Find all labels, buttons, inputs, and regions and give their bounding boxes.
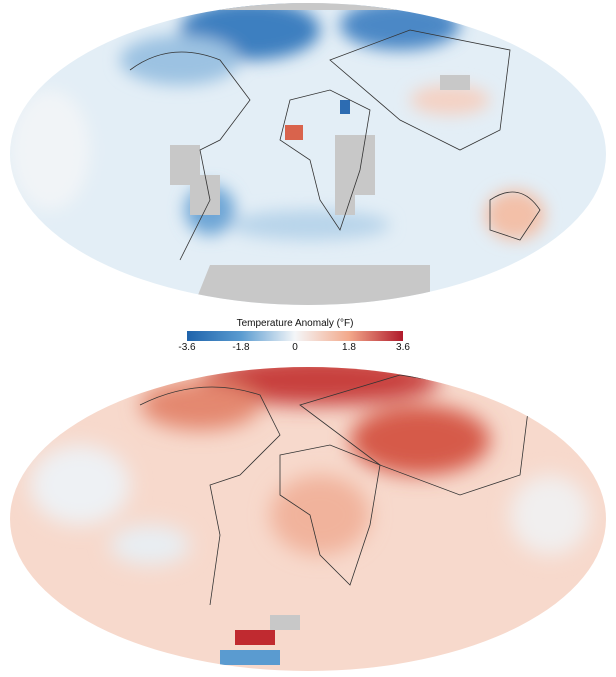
legend-tick: -3.6 — [178, 342, 196, 353]
legend-ticks: -3.6 -1.8 0 1.8 3.6 — [170, 341, 420, 355]
map-top — [10, 3, 606, 305]
legend: Temperature Anomaly (°F) -3.6 -1.8 0 1.8… — [170, 318, 420, 355]
legend-tick: 3.6 — [396, 342, 410, 353]
legend-tick: -1.8 — [232, 342, 250, 353]
legend-title: Temperature Anomaly (°F) — [236, 318, 354, 329]
legend-color-bar — [187, 331, 403, 341]
legend-tick: 1.8 — [342, 342, 356, 353]
legend-tick: 0 — [292, 342, 298, 353]
map-bottom — [10, 367, 606, 671]
